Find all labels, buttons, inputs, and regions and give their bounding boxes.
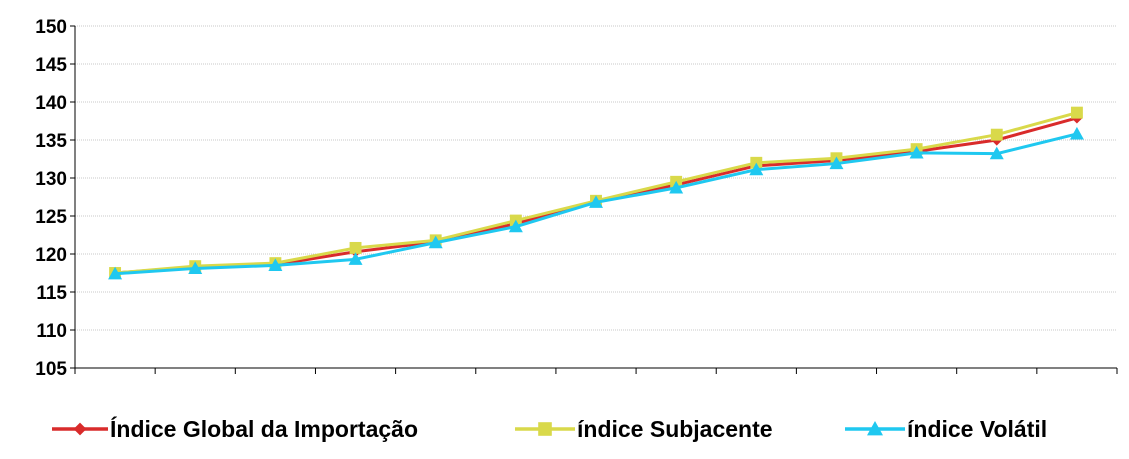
data-point: [538, 422, 552, 436]
y-tick-label: 115: [36, 283, 67, 304]
data-point: [188, 261, 203, 275]
y-tick-label: 140: [35, 93, 67, 114]
series-2: [109, 106, 1083, 279]
data-point: [73, 422, 87, 436]
y-tick-label: 110: [36, 321, 67, 342]
legend-item-2: índice Subjacente: [515, 416, 773, 442]
data-point: [268, 258, 283, 271]
axes: [74, 26, 1118, 374]
data-point: [108, 266, 123, 280]
data-point: [428, 235, 443, 249]
legend-label: Índice Global da Importação: [110, 415, 418, 442]
series-3: [108, 126, 1084, 280]
legend-item-1: Índice Global da Importação: [52, 415, 418, 442]
data-point: [349, 241, 362, 254]
y-tick-label: 105: [35, 359, 67, 380]
data-point: [1069, 126, 1084, 140]
data-point: [589, 195, 603, 208]
data-point: [867, 421, 883, 436]
data-point: [989, 146, 1004, 160]
y-tick-label: 150: [35, 17, 67, 38]
data-point: [508, 219, 523, 233]
series-group: [108, 106, 1084, 280]
legend-item-3: índice Volátil: [845, 416, 1047, 442]
data-point: [990, 128, 1003, 141]
data-point: [749, 162, 764, 176]
y-tick-label: 120: [35, 245, 67, 266]
legend: Índice Global da Importação índice Subjac…: [52, 415, 1047, 442]
data-point: [829, 156, 844, 170]
y-axis-ticks: 105 110 115 120 125 130 135 140 145 150: [35, 17, 75, 380]
y-tick-label: 145: [35, 55, 67, 76]
data-point: [348, 252, 363, 265]
y-tick-label: 135: [35, 131, 67, 152]
y-tick-label: 130: [35, 169, 67, 190]
y-tick-label: 125: [35, 207, 67, 228]
series-line: [114, 111, 1078, 275]
legend-label: índice Subjacente: [577, 416, 773, 442]
data-point: [669, 180, 684, 194]
gridlines: [75, 25, 1117, 331]
data-point: [1070, 106, 1083, 119]
data-point: [909, 145, 924, 159]
legend-label: índice Volátil: [907, 416, 1047, 442]
